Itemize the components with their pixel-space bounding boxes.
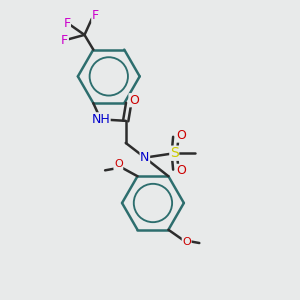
Text: O: O [114,159,123,170]
Text: O: O [129,94,139,107]
Text: N: N [140,151,149,164]
Text: S: S [170,146,179,160]
Text: NH: NH [91,113,110,126]
Text: F: F [92,9,99,22]
Text: F: F [63,16,70,30]
Text: O: O [176,129,186,142]
Text: O: O [176,164,186,177]
Text: O: O [182,237,191,247]
Text: F: F [61,34,68,47]
